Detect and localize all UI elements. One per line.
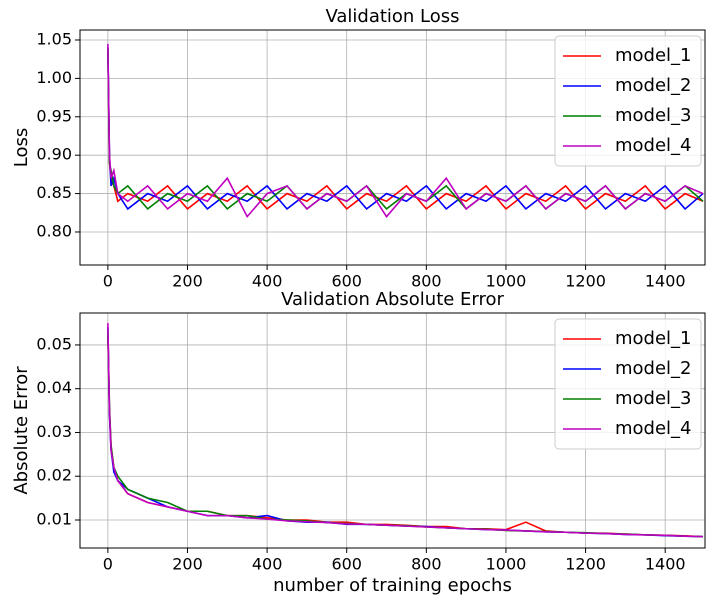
legend-label: model_1	[615, 45, 692, 66]
legend-label: model_3	[615, 105, 692, 126]
x-tick-label: 200	[172, 272, 203, 291]
x-tick-label: 0	[103, 272, 113, 291]
x-tick-label: 600	[331, 555, 362, 574]
y-tick-label: 0.85	[36, 183, 72, 202]
x-tick-label: 600	[331, 272, 362, 291]
legend-box	[554, 318, 702, 450]
y-tick-label: 1.05	[36, 29, 72, 48]
x-tick-label: 0	[103, 555, 113, 574]
legend-label: model_1	[615, 328, 692, 349]
legend-label: model_4	[615, 135, 692, 156]
x-axis-label: number of training epochs	[273, 575, 512, 596]
x-tick-label: 1200	[565, 272, 606, 291]
y-tick-label: 0.02	[36, 466, 72, 485]
y-tick-label: 1.00	[36, 68, 72, 87]
y-axis-label: Absolute Error	[11, 366, 32, 495]
legend-label: model_4	[615, 418, 692, 439]
legend-label: model_2	[615, 75, 692, 96]
y-tick-label: 0.90	[36, 145, 72, 164]
x-tick-label: 400	[252, 272, 283, 291]
x-tick-label: 1000	[486, 555, 527, 574]
x-tick-label: 200	[172, 555, 203, 574]
x-tick-label: 800	[411, 272, 442, 291]
series-line	[107, 43, 704, 219]
legend-box	[554, 35, 702, 167]
plot-frame	[79, 29, 706, 266]
legend-label: model_3	[615, 388, 692, 409]
x-tick-label: 800	[411, 555, 442, 574]
chart-title: Validation Loss	[325, 6, 459, 27]
y-tick-label: 0.04	[36, 378, 72, 397]
plot-frame	[79, 312, 706, 549]
series-line	[107, 323, 704, 538]
x-tick-label: 1000	[486, 272, 527, 291]
x-tick-label: 1200	[565, 555, 606, 574]
y-tick-label: 0.80	[36, 221, 72, 240]
y-tick-label: 0.05	[36, 334, 72, 353]
series-line	[107, 47, 704, 211]
y-tick-label: 0.95	[36, 106, 72, 125]
x-tick-label: 1400	[645, 272, 686, 291]
legend-label: model_2	[615, 358, 692, 379]
y-axis-label: Loss	[11, 128, 32, 167]
y-tick-label: 0.01	[36, 509, 72, 528]
x-tick-label: 400	[252, 555, 283, 574]
chart-title: Validation Absolute Error	[281, 289, 504, 310]
x-tick-label: 1400	[645, 555, 686, 574]
y-tick-label: 0.03	[36, 422, 72, 441]
